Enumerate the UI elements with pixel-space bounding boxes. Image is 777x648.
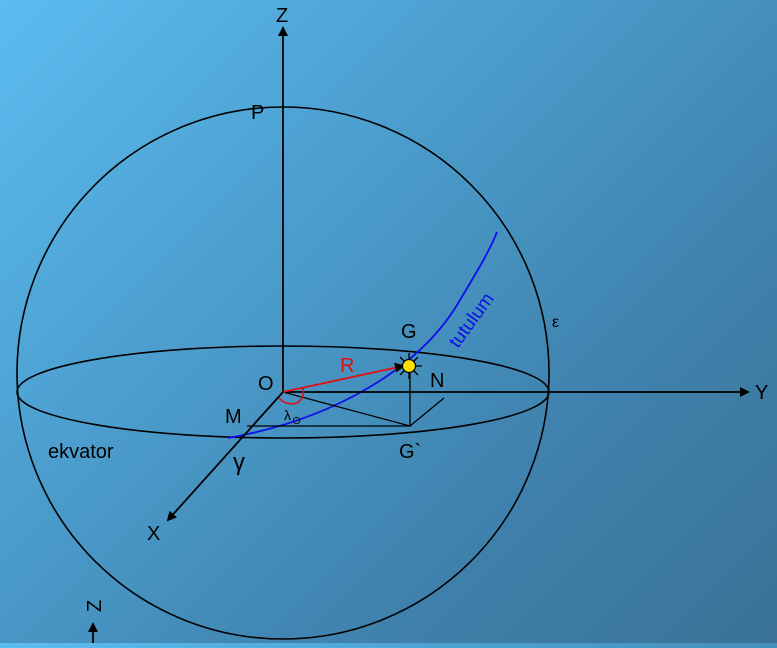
y-axis-label: Y: [755, 382, 768, 404]
x-axis-line: [166, 391, 284, 522]
projection-line-gn: [409, 397, 445, 427]
x-axis-label: X: [147, 523, 160, 545]
pole-label: P: [251, 102, 264, 124]
longitude-label: λ: [284, 407, 291, 423]
sun-subscript: ⊙: [292, 415, 301, 427]
z-axis-label: Z: [276, 5, 288, 27]
z-axis-bottom-label: Z: [84, 600, 106, 612]
point-g-label: G: [401, 321, 417, 343]
ecliptic-arc: [227, 231, 498, 439]
equator-label: ekvator: [48, 441, 114, 463]
ecliptic-label: tutulum: [445, 289, 499, 352]
point-n-label: N: [430, 370, 444, 392]
point-g-prime-label: G`: [399, 441, 421, 463]
radius-vector: [282, 362, 405, 393]
origin-label: O: [258, 373, 274, 395]
radius-label: R: [340, 355, 354, 377]
epsilon-label: ε: [552, 314, 559, 331]
longitude-angle-arc: [278, 387, 305, 405]
gamma-label: γ: [233, 449, 245, 476]
point-m-label: M: [225, 406, 242, 428]
sun-icon: [396, 353, 422, 379]
